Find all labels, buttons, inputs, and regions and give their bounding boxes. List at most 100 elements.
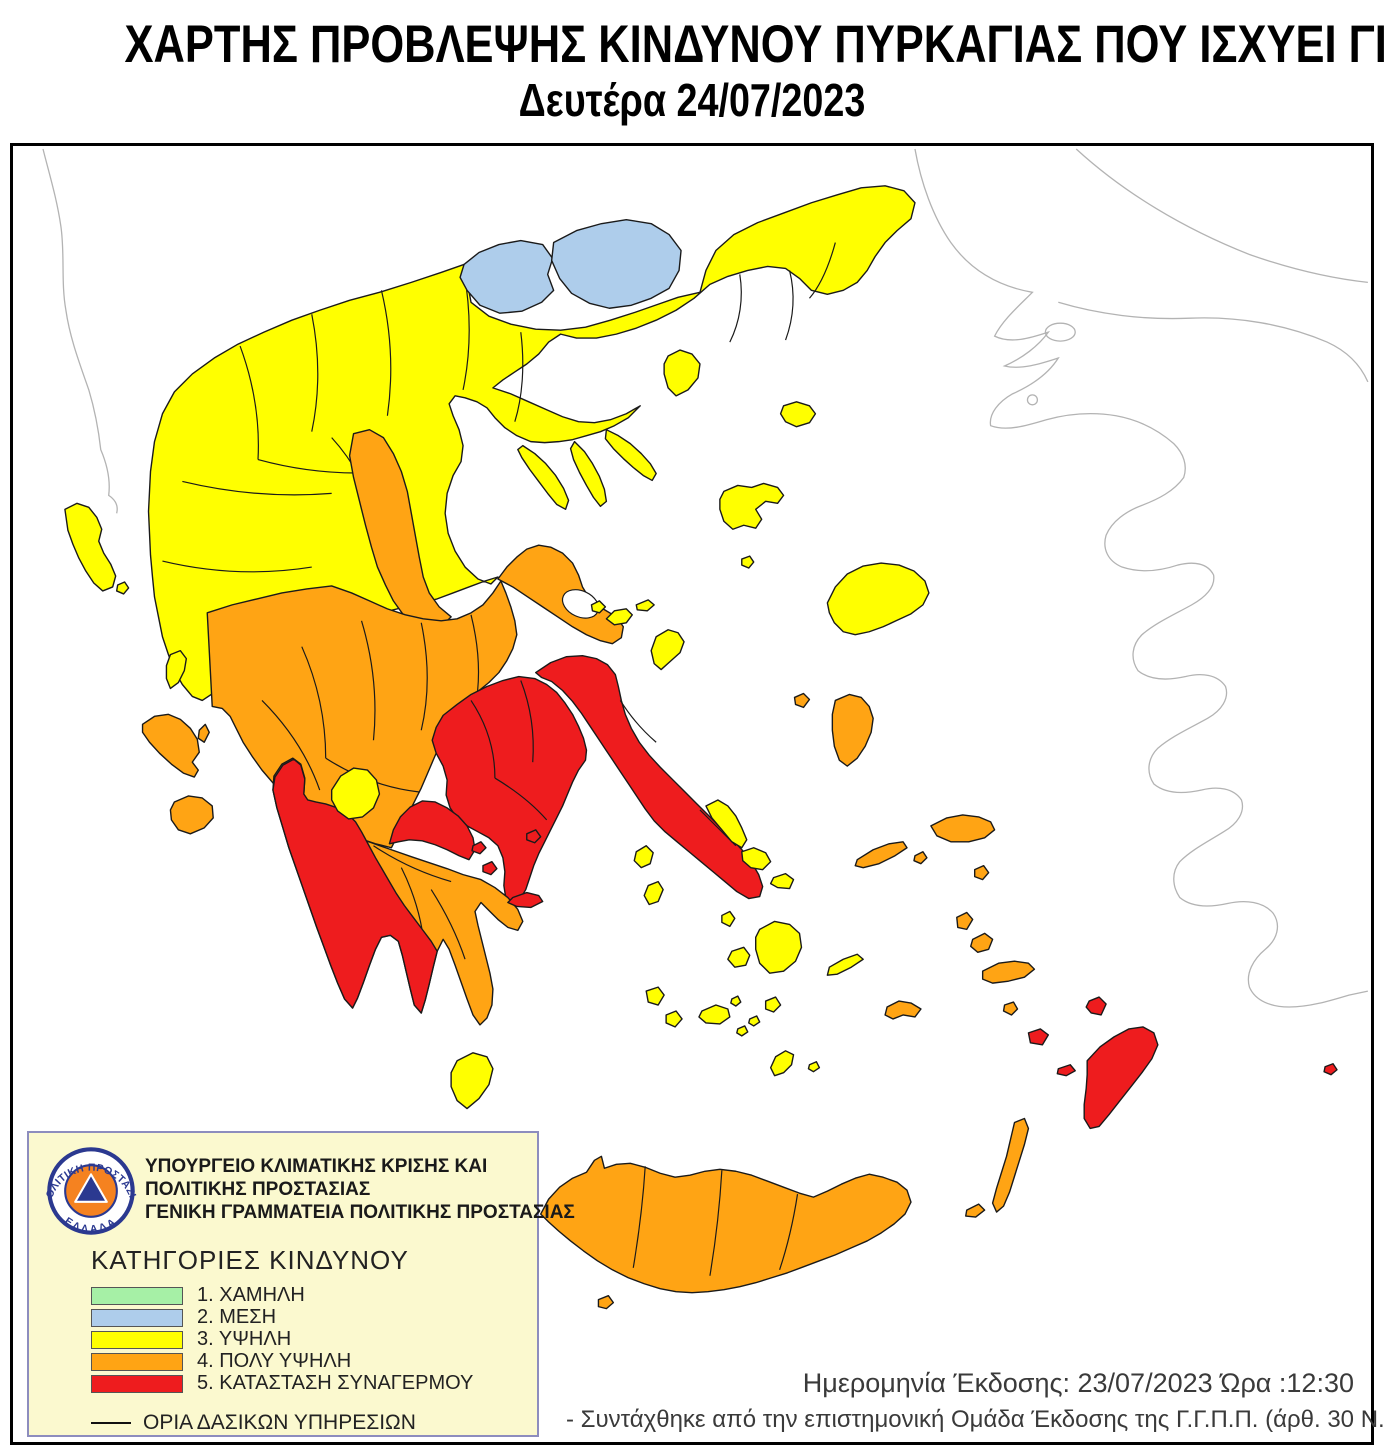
region-corfu	[64, 502, 117, 592]
region-magnesia-pelion	[497, 544, 625, 645]
region-patmos	[973, 864, 990, 881]
civil-protection-logo: ΠΟΛΙΤΙΚΗ ΠΡΟΣΤΑΣΙΑ ΕΛΛΑΔΑ	[44, 1147, 137, 1236]
region-ios	[764, 996, 782, 1013]
region-paxoi	[115, 581, 130, 595]
region-samothrace	[779, 401, 817, 428]
region-peloponnese-west	[272, 758, 438, 1014]
legend-swatch-low	[91, 1286, 183, 1305]
region-serifos	[645, 986, 665, 1006]
region-naxos	[755, 920, 803, 974]
region-lefkada	[165, 649, 188, 690]
org-line-1: ΥΠΟΥΡΓΕΙΟ ΚΛΙΜΑΤΙΚΗΣ ΚΡΙΣΗΣ ΚΑΙ	[145, 1156, 488, 1177]
region-karpathos	[991, 1117, 1030, 1213]
region-agios-efstratios	[741, 555, 755, 569]
region-kalymnos	[970, 932, 994, 953]
legend-rows: 1. ΧΑΜΗΛΗ 2. ΜΕΣΗ 3. ΥΨΗΛΗ 4. ΠΟΛΥ ΥΨΗΛΗ…	[91, 1284, 474, 1395]
legend-row-alarm: 5. ΚΑΤΑΣΤΑΣΗ ΣΥΝΑΓΕΡΜΟΥ	[91, 1372, 474, 1394]
region-gavdos	[597, 1294, 615, 1310]
legend-swatch-very-high	[91, 1352, 183, 1371]
region-kythnos	[643, 880, 664, 906]
region-athos	[604, 428, 657, 482]
legend-swatch-alarm	[91, 1374, 183, 1393]
region-andros	[705, 799, 748, 849]
region-alonnisos	[635, 599, 655, 612]
title-line-1: ΧΑΡΤΗΣ ΠΡΟΒΛΕΨΗΣ ΚΙΝΔΥΝΟΥ ΠΥΡΚΑΓΙΑΣ ΠΟΥ …	[124, 15, 1384, 74]
region-petalioi	[526, 829, 542, 844]
region-kythira	[450, 1052, 494, 1110]
region-zakynthos	[169, 795, 214, 835]
legend-label-alarm: 5. ΚΑΤΑΣΤΑΣΗ ΣΥΝΑΓΕΡΜΟΥ	[197, 1372, 474, 1394]
region-symi	[1085, 996, 1107, 1016]
region-tinos	[741, 847, 772, 871]
legend-boundary-label: ΟΡΙΑ ΔΑΣΙΚΩΝ ΥΠΗΡΕΣΙΩΝ	[143, 1411, 416, 1434]
region-tilos	[1027, 1028, 1050, 1046]
region-samos	[930, 814, 996, 843]
legend-label-low: 1. ΧΑΜΗΛΗ	[197, 1284, 305, 1306]
title-line-2: Δευτέρα 24/07/2023	[518, 74, 866, 127]
region-lesvos	[826, 562, 930, 636]
region-santorini	[769, 1050, 795, 1077]
region-sifnos	[665, 1010, 683, 1028]
region-aegina	[482, 860, 498, 876]
region-corinthia	[388, 800, 476, 861]
forest-service-boundary-line	[91, 1422, 131, 1424]
credit-line: - Συντάχθηκε από την επιστημονική Ομάδα …	[566, 1406, 1384, 1433]
region-sithonia	[569, 440, 608, 508]
greek-regions	[64, 185, 1338, 1310]
region-sikinos	[748, 1015, 761, 1027]
region-fourni	[913, 851, 928, 865]
organization-lines: ΥΠΟΥΡΓΕΙΟ ΚΛΙΜΑΤΙΚΗΣ ΚΡΙΣΗΣ ΚΑΙ ΠΟΛΙΤΙΚΗ…	[145, 1155, 575, 1224]
region-blue-zone-east	[550, 218, 682, 309]
legend-row-high: 3. ΥΨΗΛΗ	[91, 1328, 473, 1350]
org-line-2: ΠΟΛΙΤΙΚΗΣ ΠΡΟΣΤΑΣΙΑΣ	[145, 1179, 371, 1200]
legend-box: ΠΟΛΙΤΙΚΗ ΠΡΟΣΤΑΣΙΑ ΕΛΛΑΔΑ ΥΠΟΥΡΓΕΙΟ ΚΛΙΜ…	[27, 1131, 575, 1437]
region-paros	[727, 946, 751, 968]
legend-row-very-high: 4. ΠΟΛΥ ΥΨΗΛΗ	[91, 1350, 473, 1372]
region-folegandros	[736, 1025, 749, 1037]
legend-heading: ΚΑΤΗΓΟΡΙΕΣ ΚΙΝΔΥΝΟΥ	[91, 1245, 409, 1275]
region-limnos	[719, 482, 785, 530]
region-anafi	[807, 1061, 821, 1073]
region-kasos	[965, 1203, 986, 1218]
region-kos	[981, 960, 1036, 984]
region-blue-zone-west	[459, 239, 555, 314]
region-milos	[698, 1004, 731, 1025]
region-ikaria	[854, 841, 908, 869]
region-peloponnese-yellow-patch	[330, 767, 381, 820]
region-ithaki	[197, 723, 210, 743]
region-skyros	[650, 629, 685, 671]
org-line-3: ΓΕΝΙΚΗ ΓΡΑΜΜΑΤΕΙΑ ΠΟΛΙΤΙΚΗΣ ΠΡΟΣΤΑΣΙΑΣ	[145, 1202, 575, 1223]
region-thasos	[663, 349, 701, 397]
legend-row-low: 1. ΧΑΜΗΛΗ	[91, 1284, 473, 1306]
region-evia	[535, 654, 764, 900]
region-skiathos	[590, 600, 607, 614]
region-chalki	[1056, 1064, 1076, 1077]
legend-label-very-high: 4. ΠΟΛΥ ΥΨΗΛΗ	[197, 1350, 352, 1372]
legend-label-medium: 2. ΜΕΣΗ	[197, 1306, 277, 1328]
legend-label-high: 3. ΥΨΗΛΗ	[197, 1328, 292, 1350]
region-amorgos	[826, 953, 864, 976]
page-title: ΧΑΡΤΗΣ ΠΡΟΒΛΕΨΗΣ ΚΙΝΔΥΝΟΥ ΠΥΡΚΑΓΙΑΣ ΠΟΥ …	[0, 15, 1384, 127]
legend-swatch-medium	[91, 1308, 183, 1327]
region-syros	[721, 910, 736, 928]
map-panel: ΠΟΛΙΤΙΚΗ ΠΡΟΣΤΑΣΙΑ ΕΛΛΑΔΑ ΥΠΟΥΡΓΕΙΟ ΚΛΙΜ…	[10, 143, 1374, 1445]
issue-date-line: Ημερομηνία Έκδοσης: 23/07/2023 Ώρα :12:3…	[802, 1368, 1354, 1398]
region-kassandra	[517, 444, 570, 511]
region-kimolos	[730, 995, 742, 1007]
legend-row-medium: 2. ΜΕΣΗ	[91, 1306, 473, 1328]
region-chios	[831, 693, 874, 767]
region-rhodes	[1083, 1026, 1159, 1130]
region-salamina	[471, 841, 487, 855]
region-kastellorizo	[1323, 1063, 1338, 1076]
region-psara	[793, 692, 811, 709]
legend-swatch-high	[91, 1330, 183, 1349]
region-makronisos	[507, 891, 544, 909]
neighbor-country-outlines	[42, 148, 1369, 1008]
region-astypalea	[884, 1000, 922, 1020]
region-leros	[956, 911, 974, 931]
legend-boundary-row: ΟΡΙΑ ΔΑΣΙΚΩΝ ΥΠΗΡΕΣΙΩΝ	[91, 1411, 416, 1435]
region-skopelos	[605, 608, 633, 626]
region-kefalonia	[141, 713, 200, 778]
region-kea	[633, 845, 654, 869]
